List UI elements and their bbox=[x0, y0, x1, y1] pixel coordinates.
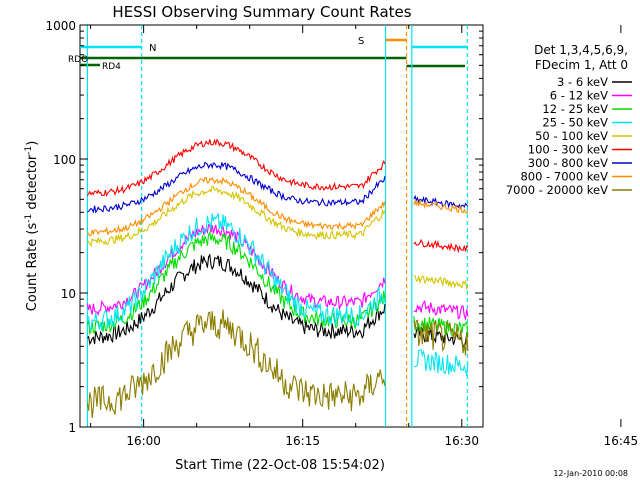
series-line bbox=[86, 138, 386, 198]
series-line-post bbox=[413, 274, 469, 291]
series-line bbox=[86, 176, 386, 237]
series-line-post bbox=[413, 200, 469, 214]
y-tick-label: 1 bbox=[68, 421, 76, 435]
legend-entry-label: 800 - 7000 keV bbox=[520, 170, 608, 184]
series-line-post bbox=[413, 349, 469, 376]
rd4-label: RD4 bbox=[102, 62, 121, 72]
series-line bbox=[87, 253, 386, 346]
series-line bbox=[86, 230, 386, 336]
axis-ticks: 16:0016:1516:3016:4517:0017:1517:3011010… bbox=[45, 19, 639, 448]
series-lines bbox=[86, 138, 469, 419]
y-tick-label: 100 bbox=[53, 153, 76, 167]
series-line bbox=[87, 161, 386, 214]
legend-entry-label: 100 - 300 keV bbox=[528, 143, 608, 157]
x-axis-label: Start Time (22-Oct-08 15:54:02) bbox=[175, 458, 385, 473]
attenuator-flags bbox=[80, 38, 468, 68]
x-tick-label: 16:45 bbox=[604, 434, 639, 448]
legend-entry-label: 7000 - 20000 keV bbox=[506, 183, 608, 197]
series-line-post bbox=[413, 319, 469, 356]
plot-frame bbox=[79, 24, 484, 428]
series-line bbox=[86, 185, 386, 248]
x-tick-label: 16:15 bbox=[285, 434, 320, 448]
legend-entry-label: 50 - 100 keV bbox=[535, 129, 608, 143]
x-tick-label: 16:30 bbox=[444, 434, 479, 448]
series-line-post bbox=[413, 300, 469, 322]
rdo-label: RDO bbox=[68, 55, 88, 65]
legend-entry-label: 3 - 6 keV bbox=[557, 75, 608, 89]
series-line bbox=[86, 309, 386, 419]
y-tick-label: 10 bbox=[61, 287, 76, 301]
chart-title: HESSI Observing Summary Count Rates bbox=[112, 3, 411, 21]
series-line bbox=[87, 213, 386, 331]
y-tick-label: 1000 bbox=[45, 19, 76, 33]
time-markers bbox=[86, 25, 468, 427]
legend-entry-label: 12 - 25 keV bbox=[542, 102, 608, 116]
s-label: S bbox=[358, 36, 364, 47]
series-line-post bbox=[413, 238, 469, 254]
footer-date: 12-Jan-2010 00:08 bbox=[553, 469, 628, 478]
legend-header-1: Det 1,3,4,5,6,9, bbox=[534, 43, 628, 57]
y-axis-label: Count Rate (s-1 detector-1) bbox=[24, 141, 40, 312]
legend-entry-label: 25 - 50 keV bbox=[542, 116, 608, 130]
x-tick-label: 16:00 bbox=[126, 434, 161, 448]
legend-header-2: FDecim 1, Att 0 bbox=[535, 58, 628, 72]
legend: Det 1,3,4,5,6,9, FDecim 1, Att 0 3 - 6 k… bbox=[506, 43, 632, 197]
legend-entry-label: 6 - 12 keV bbox=[550, 89, 608, 103]
n-label: N bbox=[149, 43, 156, 54]
legend-entry-label: 300 - 800 keV bbox=[528, 156, 608, 170]
series-line-post bbox=[413, 194, 469, 210]
